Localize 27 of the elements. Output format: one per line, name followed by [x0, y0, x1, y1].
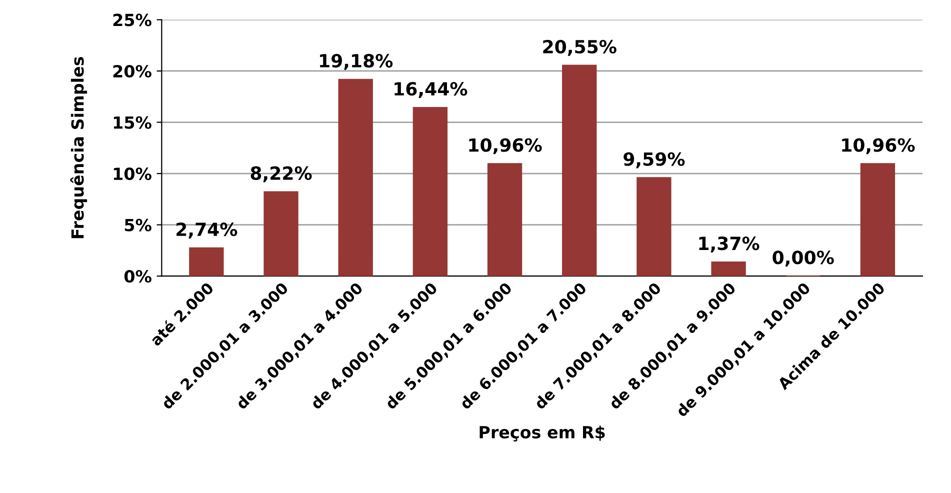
bar	[562, 64, 597, 276]
data-label: 16,44%	[394, 82, 468, 98]
data-label: 2,74%	[176, 222, 238, 238]
y-tick-label: 0%	[124, 270, 152, 283]
data-label: 0,00%	[772, 250, 834, 267]
data-label: 9,59%	[624, 152, 685, 168]
bar	[338, 78, 373, 276]
data-label: 10,96%	[469, 138, 542, 154]
bar	[189, 247, 224, 276]
bar	[264, 191, 298, 276]
y-tick-label: 5%	[124, 218, 152, 232]
x-axis-title: Preços em R$	[480, 426, 605, 442]
data-label: 8,22%	[250, 166, 312, 182]
data-label: 19,18%	[320, 54, 393, 70]
y-tick-label: 25%	[113, 14, 152, 26]
bar	[711, 261, 746, 276]
y-axis-title: Frequência Simples	[70, 56, 88, 238]
y-tick-label: 20%	[113, 64, 152, 78]
y-tick-label: 15%	[114, 116, 152, 129]
bar	[636, 177, 672, 276]
y-tick-label: 10%	[114, 168, 152, 180]
data-label: 10,96%	[842, 138, 915, 154]
data-label: 1,37%	[699, 236, 760, 253]
bar	[860, 163, 896, 276]
bar	[412, 106, 448, 276]
bar	[487, 163, 522, 276]
data-label: 20,55%	[543, 40, 616, 56]
